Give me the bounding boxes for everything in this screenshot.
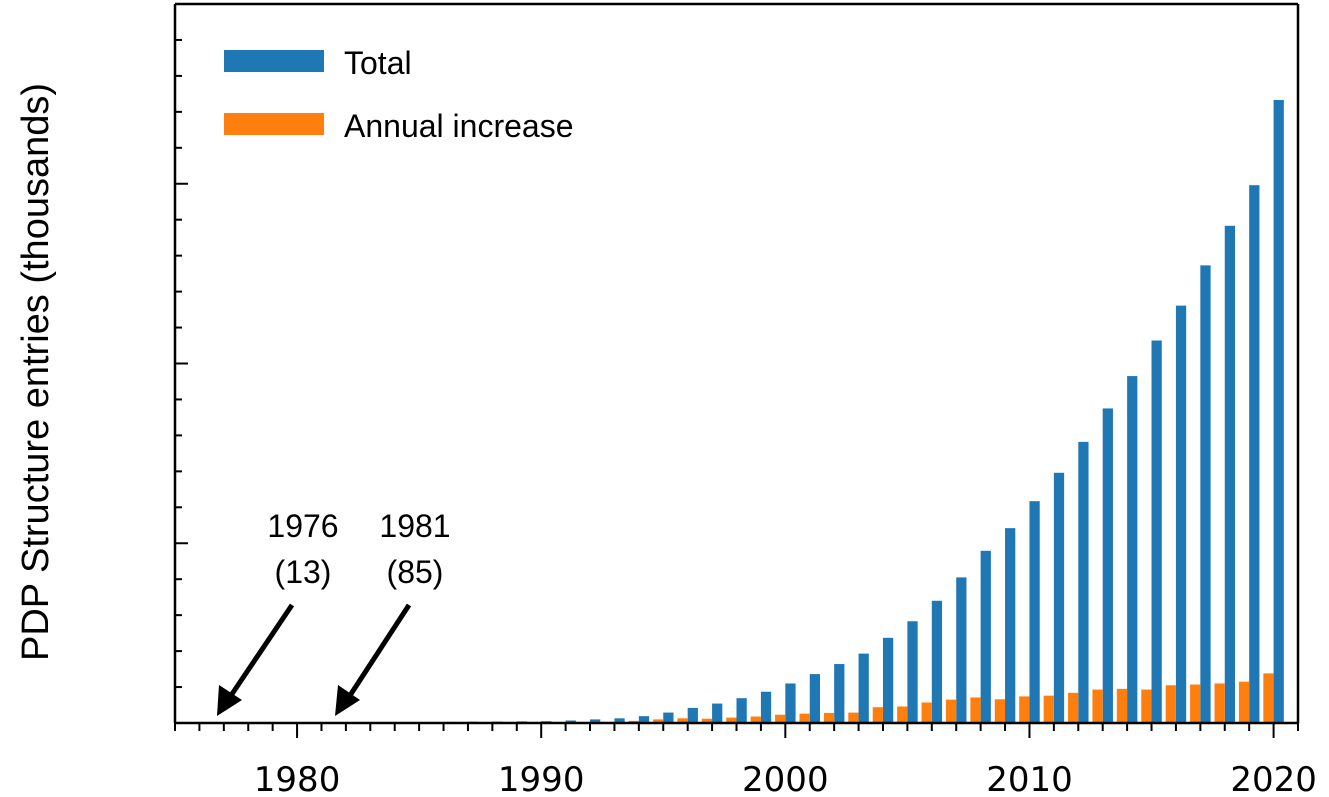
bar-total-2006 (931, 600, 943, 723)
bar-total-2011 (1053, 472, 1065, 723)
bar-total-1997 (712, 703, 723, 723)
bar-total-2014 (1127, 376, 1138, 723)
bar-total-2004 (882, 637, 894, 723)
bar-total-1999 (760, 691, 772, 723)
bar-annual-increase-2005 (897, 706, 908, 723)
bar-total-2020 (1273, 99, 1284, 723)
bar-total-2012 (1078, 441, 1089, 723)
legend-label-annual-increase: Annual increase (344, 108, 573, 144)
bar-annual-increase-2009 (994, 699, 1006, 723)
bar-total-1993 (614, 718, 625, 723)
x-tick-label-2010: 2010 (986, 760, 1073, 797)
bar-total-1995 (663, 712, 674, 723)
bar-total-2009 (1005, 528, 1016, 723)
bar-annual-increase-1995 (653, 719, 664, 723)
bar-annual-increase-2020 (1263, 673, 1274, 723)
bar-total-2007 (956, 577, 967, 723)
bar-total-2008 (980, 550, 991, 723)
bar-total-2002 (834, 664, 845, 723)
x-tick-label-1990: 1990 (498, 760, 585, 797)
x-tick-label-1980: 1980 (254, 760, 341, 797)
bar-total-2013 (1102, 408, 1113, 723)
bar-annual-increase-2015 (1141, 689, 1152, 723)
bar-total-1991 (565, 720, 576, 723)
annotation-1981-year: 1981 (379, 508, 450, 544)
bar-annual-increase-2013 (1092, 689, 1103, 723)
bar-annual-increase-2003 (848, 712, 859, 723)
bar-annual-increase-2002 (823, 712, 835, 723)
bar-total-2016 (1175, 305, 1187, 723)
x-axis-ticks: 1980 1990 2000 2010 2020 (174, 723, 1317, 797)
bar-annual-increase-1998 (726, 717, 737, 723)
bar-annual-increase-2007 (945, 699, 957, 723)
bar-total-2017 (1200, 265, 1211, 723)
bar-total-2015 (1151, 340, 1162, 723)
bar-annual-increase-2017 (1190, 684, 1201, 723)
bar-total-2018 (1224, 225, 1236, 723)
bar-annual-increase-1999 (750, 716, 761, 723)
legend: Total Annual increase (224, 45, 573, 144)
bar-total-1994 (638, 716, 650, 723)
annotation-1976-year: 1976 (267, 508, 338, 544)
x-tick-label-2000: 2000 (742, 760, 829, 797)
bar-annual-increase-2010 (1019, 696, 1030, 723)
annotation-1981: 1981 (85) (335, 508, 451, 716)
annotation-1976-value: (13) (275, 554, 332, 590)
bar-total-2010 (1029, 501, 1040, 723)
bar-annual-increase-2004 (872, 707, 883, 723)
bar-total-2019 (1249, 185, 1260, 724)
annotation-1981-arrow (346, 603, 412, 699)
legend-swatch-annual-increase (224, 113, 324, 135)
bar-annual-increase-2001 (799, 713, 810, 723)
bar-total-1996 (687, 707, 698, 723)
bar-annual-increase-2019 (1238, 681, 1250, 723)
bar-total-2001 (809, 674, 820, 723)
annotation-1981-arrowhead (335, 685, 360, 716)
bar-annual-increase-2000 (775, 714, 786, 723)
bar-annual-increase-2011 (1043, 695, 1054, 723)
x-tick-label-2020: 2020 (1230, 760, 1317, 797)
annotation-1981-value: (85) (387, 554, 444, 590)
bar-annual-increase-2012 (1068, 692, 1079, 723)
legend-label-total: Total (344, 45, 412, 81)
bar-annual-increase-2008 (970, 697, 981, 723)
y-axis-ticks (175, 3, 188, 724)
bar-annual-increase-2016 (1165, 685, 1176, 723)
bar-annual-increase-2014 (1116, 688, 1128, 723)
legend-swatch-total (224, 50, 324, 72)
bar-total-2000 (785, 683, 796, 723)
bar-annual-increase-1997 (701, 718, 713, 723)
bar-annual-increase-1996 (677, 718, 688, 723)
bar-total-1998 (736, 698, 747, 723)
annotation-1976-arrow (227, 603, 295, 699)
y-axis-label: PDP Structure entries (thousands) (15, 83, 57, 661)
annotation-1976: 1976 (13) (217, 508, 339, 716)
annotation-1976-arrowhead (217, 685, 242, 716)
series-total-bars (199, 99, 1284, 724)
bar-total-2005 (907, 621, 918, 723)
bar-total-2003 (858, 653, 869, 723)
bar-total-1992 (590, 719, 601, 723)
bar-annual-increase-2006 (921, 702, 932, 723)
bar-annual-increase-2018 (1214, 683, 1225, 723)
